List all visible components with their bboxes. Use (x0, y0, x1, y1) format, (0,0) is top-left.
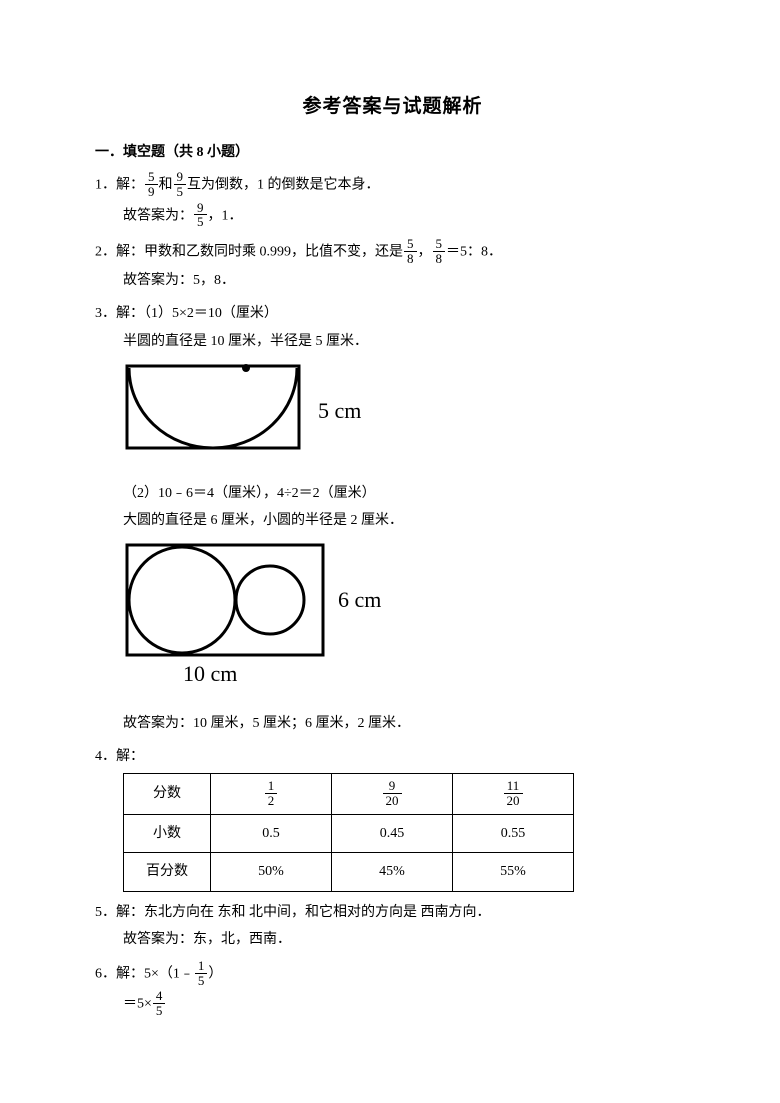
q4-h0: 分数 (124, 773, 211, 814)
q2-frac-a: 58 (404, 237, 417, 265)
q6-line2: ＝5×45 (95, 990, 690, 1018)
fig1-label: 5 cm (318, 398, 361, 423)
q4-frac-cell: 920 (332, 773, 453, 814)
q4-frac-cell: 12 (211, 773, 332, 814)
q1-prefix: 1．解： (95, 178, 144, 193)
q1-frac1: 59 (145, 170, 158, 198)
q4-cell: 55% (453, 853, 574, 891)
q5-answer: 故答案为：东，北，西南． (95, 927, 690, 952)
q1-ans-tail: ，1． (208, 208, 243, 223)
table-row: 分数 12 920 1120 (124, 773, 574, 814)
q2-prefix: 2．解：甲数和乙数同时乘 0.999，比值不变，还是 (95, 244, 403, 259)
q1-b: 互为倒数，1 的倒数是它本身． (187, 178, 380, 193)
q3-line3: （2）10﹣6＝4（厘米），4÷2＝2（厘米） (95, 481, 690, 506)
q1-answer: 故答案为：95，1． (95, 202, 690, 230)
table-row: 小数 0.5 0.45 0.55 (124, 815, 574, 853)
q4-cell: 0.55 (453, 815, 574, 853)
q4-cell: 0.5 (211, 815, 332, 853)
q2-answer: 故答案为：5，8． (95, 268, 690, 293)
question-5: 5．解：东北方向在 东和 北中间，和它相对的方向是 西南方向． 故答案为：东，北… (95, 900, 690, 952)
question-4: 4．解： 分数 12 920 1120 小数 0.5 0.45 0.55 百分数… (95, 744, 690, 892)
q2-frac-b: 58 (433, 237, 446, 265)
q4-cell: 0.45 (332, 815, 453, 853)
question-1: 1．解：59和95互为倒数，1 的倒数是它本身． 故答案为：95，1． (95, 171, 690, 230)
q6-frac2: 45 (153, 989, 166, 1017)
fig2-label-bottom: 10 cm (183, 661, 237, 686)
q1-line1: 1．解：59和95互为倒数，1 的倒数是它本身． (95, 171, 690, 199)
q3-line1: 3．解：（1）5×2＝10（厘米） (95, 301, 690, 326)
fig2-label-right: 6 cm (338, 587, 381, 612)
q4-cell: 50% (211, 853, 332, 891)
table-row: 百分数 50% 45% 55% (124, 853, 574, 891)
q6-tail1: ） (208, 966, 222, 981)
section-heading: 一．填空题（共 8 小题） (95, 140, 690, 165)
q6-frac1: 15 (195, 959, 208, 987)
q3-line2: 半圆的直径是 10 厘米，半径是 5 厘米． (95, 329, 690, 354)
q4-cell: 45% (332, 853, 453, 891)
semicircle-diagram-icon: 5 cm (123, 362, 413, 462)
q4-h2: 百分数 (124, 853, 211, 891)
q3-figure-2: 6 cm 10 cm (123, 541, 690, 700)
q6-prefix: 6．解：5×（1﹣ (95, 966, 194, 981)
page: 参考答案与试题解析 一．填空题（共 8 小题） 1．解：59和95互为倒数，1 … (0, 0, 780, 1103)
q1-frac2: 95 (174, 170, 187, 198)
q4-prefix: 4．解： (95, 744, 690, 769)
q2-tail: ＝5：8． (446, 244, 502, 259)
question-3: 3．解：（1）5×2＝10（厘米） 半圆的直径是 10 厘米，半径是 5 厘米．… (95, 301, 690, 735)
q1-a: 和 (159, 178, 173, 193)
q5-line1: 5．解：东北方向在 东和 北中间，和它相对的方向是 西南方向． (95, 900, 690, 925)
q6-line1: 6．解：5×（1﹣15） (95, 960, 690, 988)
q1-ans-frac: 95 (194, 201, 207, 229)
q4-frac-cell: 1120 (453, 773, 574, 814)
q1-ans-prefix: 故答案为： (123, 208, 193, 223)
question-2: 2．解：甲数和乙数同时乘 0.999，比值不变，还是58，58＝5：8． 故答案… (95, 238, 690, 293)
q6-line2a: ＝5× (123, 997, 152, 1012)
page-title: 参考答案与试题解析 (95, 90, 690, 124)
q2-mid: ， (418, 244, 432, 259)
q3-answer: 故答案为：10 厘米，5 厘米；6 厘米，2 厘米． (95, 711, 690, 736)
q2-line1: 2．解：甲数和乙数同时乘 0.999，比值不变，还是58，58＝5：8． (95, 238, 690, 266)
q3-figure-1: 5 cm (123, 362, 690, 471)
two-circles-diagram-icon: 6 cm 10 cm (123, 541, 423, 691)
q4-table: 分数 12 920 1120 小数 0.5 0.45 0.55 百分数 50% … (123, 773, 574, 892)
q4-h1: 小数 (124, 815, 211, 853)
q3-line4: 大圆的直径是 6 厘米，小圆的半径是 2 厘米． (95, 508, 690, 533)
question-6: 6．解：5×（1﹣15） ＝5×45 (95, 960, 690, 1019)
